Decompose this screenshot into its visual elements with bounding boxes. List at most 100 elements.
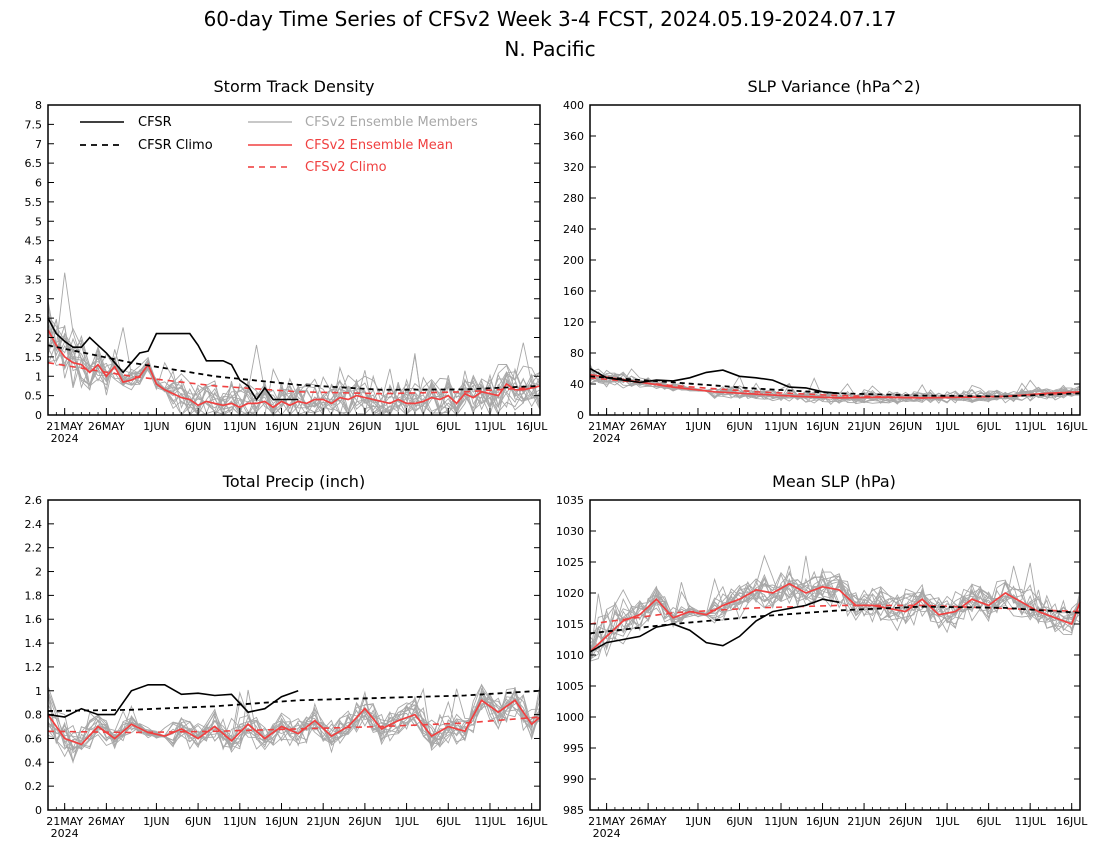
x-tick-label: 21JUN (847, 420, 881, 433)
ensemble-member-line (589, 575, 1081, 651)
x-tick-label: 16JUN (806, 420, 840, 433)
x-tick-label: 11JUN (223, 815, 257, 828)
x-tick-label: 26MAY (630, 815, 667, 828)
ensemble-member-line (589, 574, 1081, 658)
y-tick-label: 1.2 (25, 661, 43, 674)
y-tick-label: 160 (563, 285, 584, 298)
x-tick-label: 21JUN (847, 815, 881, 828)
y-tick-label: 1035 (556, 494, 584, 507)
y-tick-label: 0 (35, 804, 42, 817)
cfsr-line (47, 683, 299, 718)
y-tick-label: 5.5 (25, 196, 43, 209)
x-tick-label: 26JUN (348, 815, 382, 828)
ensemble-member-line (47, 324, 541, 417)
x-tick-label: 1JUL (935, 420, 960, 433)
y-tick-label: 320 (563, 161, 584, 174)
x-tick-label: 26MAY (88, 420, 125, 433)
y-tick-label: 0.4 (25, 756, 43, 769)
x-tick-label: 1JUL (394, 420, 419, 433)
x-tick-label: 26JUN (348, 420, 382, 433)
x-tick-label: 16JUL (1056, 420, 1088, 433)
x-year-label: 2024 (51, 432, 79, 445)
x-tick-label: 21MAY (588, 420, 625, 433)
plot-frame (47, 499, 541, 811)
y-tick-label: 3.5 (25, 273, 43, 286)
ensemble-member-line (589, 562, 1081, 662)
y-tick-label: 0.5 (25, 390, 43, 403)
x-tick-label: 11JUN (223, 420, 257, 433)
y-tick-label: 360 (563, 130, 584, 143)
ensemble-member-line (47, 690, 541, 751)
cfsv2-climo-line (47, 361, 541, 395)
y-tick-label: 3 (35, 293, 42, 306)
y-tick-label: 2 (35, 332, 42, 345)
x-tick-label: 11JUL (474, 420, 506, 433)
x-tick-label: 1JUN (685, 420, 712, 433)
x-tick-label: 1JUL (394, 815, 419, 828)
legend-label-ens-mean: CFSv2 Ensemble Mean (305, 138, 453, 153)
x-tick-label: 21MAY (46, 420, 83, 433)
y-tick-label: 0 (35, 409, 42, 422)
y-tick-label: 200 (563, 254, 584, 267)
ensemble-mean-line (47, 329, 541, 409)
cfsr-line (589, 598, 840, 653)
panel-title: Storm Track Density (214, 77, 375, 96)
y-tick-label: 1.4 (25, 637, 43, 650)
x-tick-label: 6JUN (726, 815, 753, 828)
ensemble-mean-line (47, 699, 541, 746)
y-tick-label: 985 (563, 804, 584, 817)
ensemble-member-line (589, 577, 1081, 662)
x-tick-label: 11JUL (1014, 815, 1046, 828)
y-tick-label: 1005 (556, 680, 584, 693)
panel-storm-track-density: Storm Track Density 0 0.5 1 1.5 2 2.5 3 3.5 4 4.5… (25, 77, 549, 445)
y-tick-label: 4 (35, 254, 42, 267)
x-tick-label: 16JUL (516, 815, 548, 828)
y-tick-label: 1010 (556, 649, 584, 662)
y-tick-label: 400 (563, 99, 584, 112)
x-tick-label: 1JUN (685, 815, 712, 828)
panel-title: SLP Variance (hPa^2) (748, 77, 921, 96)
y-tick-label: 7.5 (25, 118, 43, 131)
x-tick-label: 16JUN (265, 420, 299, 433)
plot-frame (589, 499, 1081, 811)
legend-label-members: CFSv2 Ensemble Members (305, 115, 478, 130)
x-tick-label: 6JUN (726, 420, 753, 433)
x-tick-label: 21MAY (46, 815, 83, 828)
x-tick-label: 11JUL (474, 815, 506, 828)
ensemble-members (589, 554, 1081, 662)
y-tick-label: 1030 (556, 525, 584, 538)
x-year-label: 2024 (593, 432, 621, 445)
legend: CFSR CFSR Climo CFSv2 Ensemble Members C… (80, 115, 478, 175)
y-tick-label: 240 (563, 223, 584, 236)
y-tick-label: 0.2 (25, 780, 43, 793)
y-tick-label: 1025 (556, 556, 584, 569)
cfsr-line (589, 367, 840, 395)
cfsr-climo-line (589, 375, 1081, 398)
y-tick-label: 6 (35, 177, 42, 190)
x-tick-label: 21JUN (306, 815, 340, 828)
y-tick-label: 6.5 (25, 157, 43, 170)
x-tick-label: 11JUN (764, 420, 798, 433)
ensemble-member-line (47, 318, 541, 417)
y-tick-label: 8 (35, 99, 42, 112)
x-tick-label: 6JUL (436, 420, 461, 433)
y-tick-label: 995 (563, 742, 584, 755)
y-tick-label: 80 (570, 347, 584, 360)
ensemble-member-line (47, 686, 541, 751)
y-tick-label: 0 (577, 409, 584, 422)
panel-title: Total Precip (inch) (222, 472, 365, 491)
y-tick-label: 280 (563, 192, 584, 205)
x-tick-label: 26JUN (889, 420, 923, 433)
y-tick-label: 1 (35, 685, 42, 698)
y-tick-label: 0.8 (25, 709, 43, 722)
y-tick-label: 1.8 (25, 589, 43, 602)
y-tick-label: 5 (35, 215, 42, 228)
y-tick-label: 2.6 (25, 494, 43, 507)
y-tick-label: 1 (35, 370, 42, 383)
figure-title: 60-day Time Series of CFSv2 Week 3-4 FCS… (204, 7, 897, 31)
x-tick-label: 1JUL (935, 815, 960, 828)
x-tick-label: 16JUL (1056, 815, 1088, 828)
x-tick-label: 26MAY (88, 815, 125, 828)
legend-label-cfsr-climo: CFSR Climo (138, 138, 213, 153)
x-tick-label: 1JUN (143, 815, 170, 828)
